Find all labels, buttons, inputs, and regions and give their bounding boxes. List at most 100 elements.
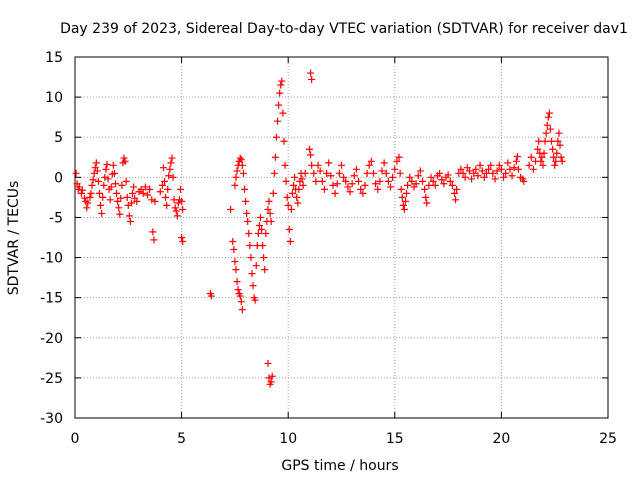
data-point [158,181,166,189]
data-point [459,169,467,177]
data-point [233,278,241,286]
data-point [163,201,171,209]
data-point [482,169,490,177]
data-point [357,185,365,193]
data-point [94,177,102,185]
data-point [555,129,563,137]
data-point [236,154,244,162]
data-point [104,175,112,183]
data-point [508,172,516,180]
data-point [237,298,245,306]
data-point [438,176,446,184]
data-point [320,185,328,193]
data-point [308,75,316,83]
data-point [400,205,408,213]
data-point [262,229,270,237]
data-point [298,175,306,183]
data-point [299,181,307,189]
y-tick-label: -15 [40,291,63,307]
data-point [161,177,169,185]
data-point [288,189,296,197]
data-point [72,169,80,177]
data-point [123,193,131,201]
data-point [380,159,388,167]
data-point [529,165,537,173]
data-point [487,161,495,169]
data-point [412,180,420,188]
data-point [452,196,460,204]
data-point [113,189,121,197]
data-point [227,205,235,213]
data-point [327,172,335,180]
data-point [264,359,272,367]
data-point [404,181,412,189]
data-point [96,189,104,197]
data-point [363,169,371,177]
data-point [470,169,478,177]
data-point [232,173,240,181]
data-point [109,161,117,169]
data-point [249,282,257,290]
data-point [293,193,301,201]
data-point [448,181,456,189]
data-point [126,217,134,225]
data-point [525,161,533,169]
plot-frame [74,56,609,419]
data-point [159,164,167,172]
data-point [143,191,151,199]
data-point [468,175,476,183]
data-point [260,254,268,262]
data-point [421,185,429,193]
data-point [78,186,86,194]
data-point [121,157,129,165]
data-point [422,193,430,201]
data-point [117,194,125,202]
data-point [395,153,403,161]
data-point [540,149,548,157]
data-point [229,238,237,246]
data-point [247,254,255,262]
data-point [497,165,505,173]
data-point [397,185,405,193]
data-point [552,157,560,165]
data-point [281,161,289,169]
data-point [427,173,435,181]
data-point [472,165,480,173]
data-point [361,181,369,189]
data-point [396,169,404,177]
data-point [114,197,122,205]
data-point [551,161,559,169]
data-point [359,189,367,197]
data-point [127,199,135,207]
data-point [166,165,174,173]
data-point [179,205,187,213]
data-point [133,197,141,205]
data-point [510,164,518,172]
data-point [502,169,510,177]
data-point [101,173,109,181]
data-point [287,205,295,213]
y-tick-label: -25 [40,371,63,387]
data-point [258,225,266,233]
chart-title: Day 239 of 2023, Sidereal Day-to-day VTE… [60,21,628,37]
data-point [436,169,444,177]
data-point [167,159,175,167]
data-point [369,169,377,177]
data-point [279,109,287,117]
data-point [246,242,254,250]
data-point [116,210,124,218]
data-point [207,292,215,300]
x-tick-label: 10 [279,431,297,447]
data-point [378,167,386,175]
data-point [549,145,557,153]
data-point [344,183,352,191]
data-point [450,189,458,197]
data-point [419,177,427,185]
data-point [374,185,382,193]
data-point [165,172,173,180]
data-point [146,185,154,193]
data-point [307,151,315,159]
data-point [307,69,315,77]
